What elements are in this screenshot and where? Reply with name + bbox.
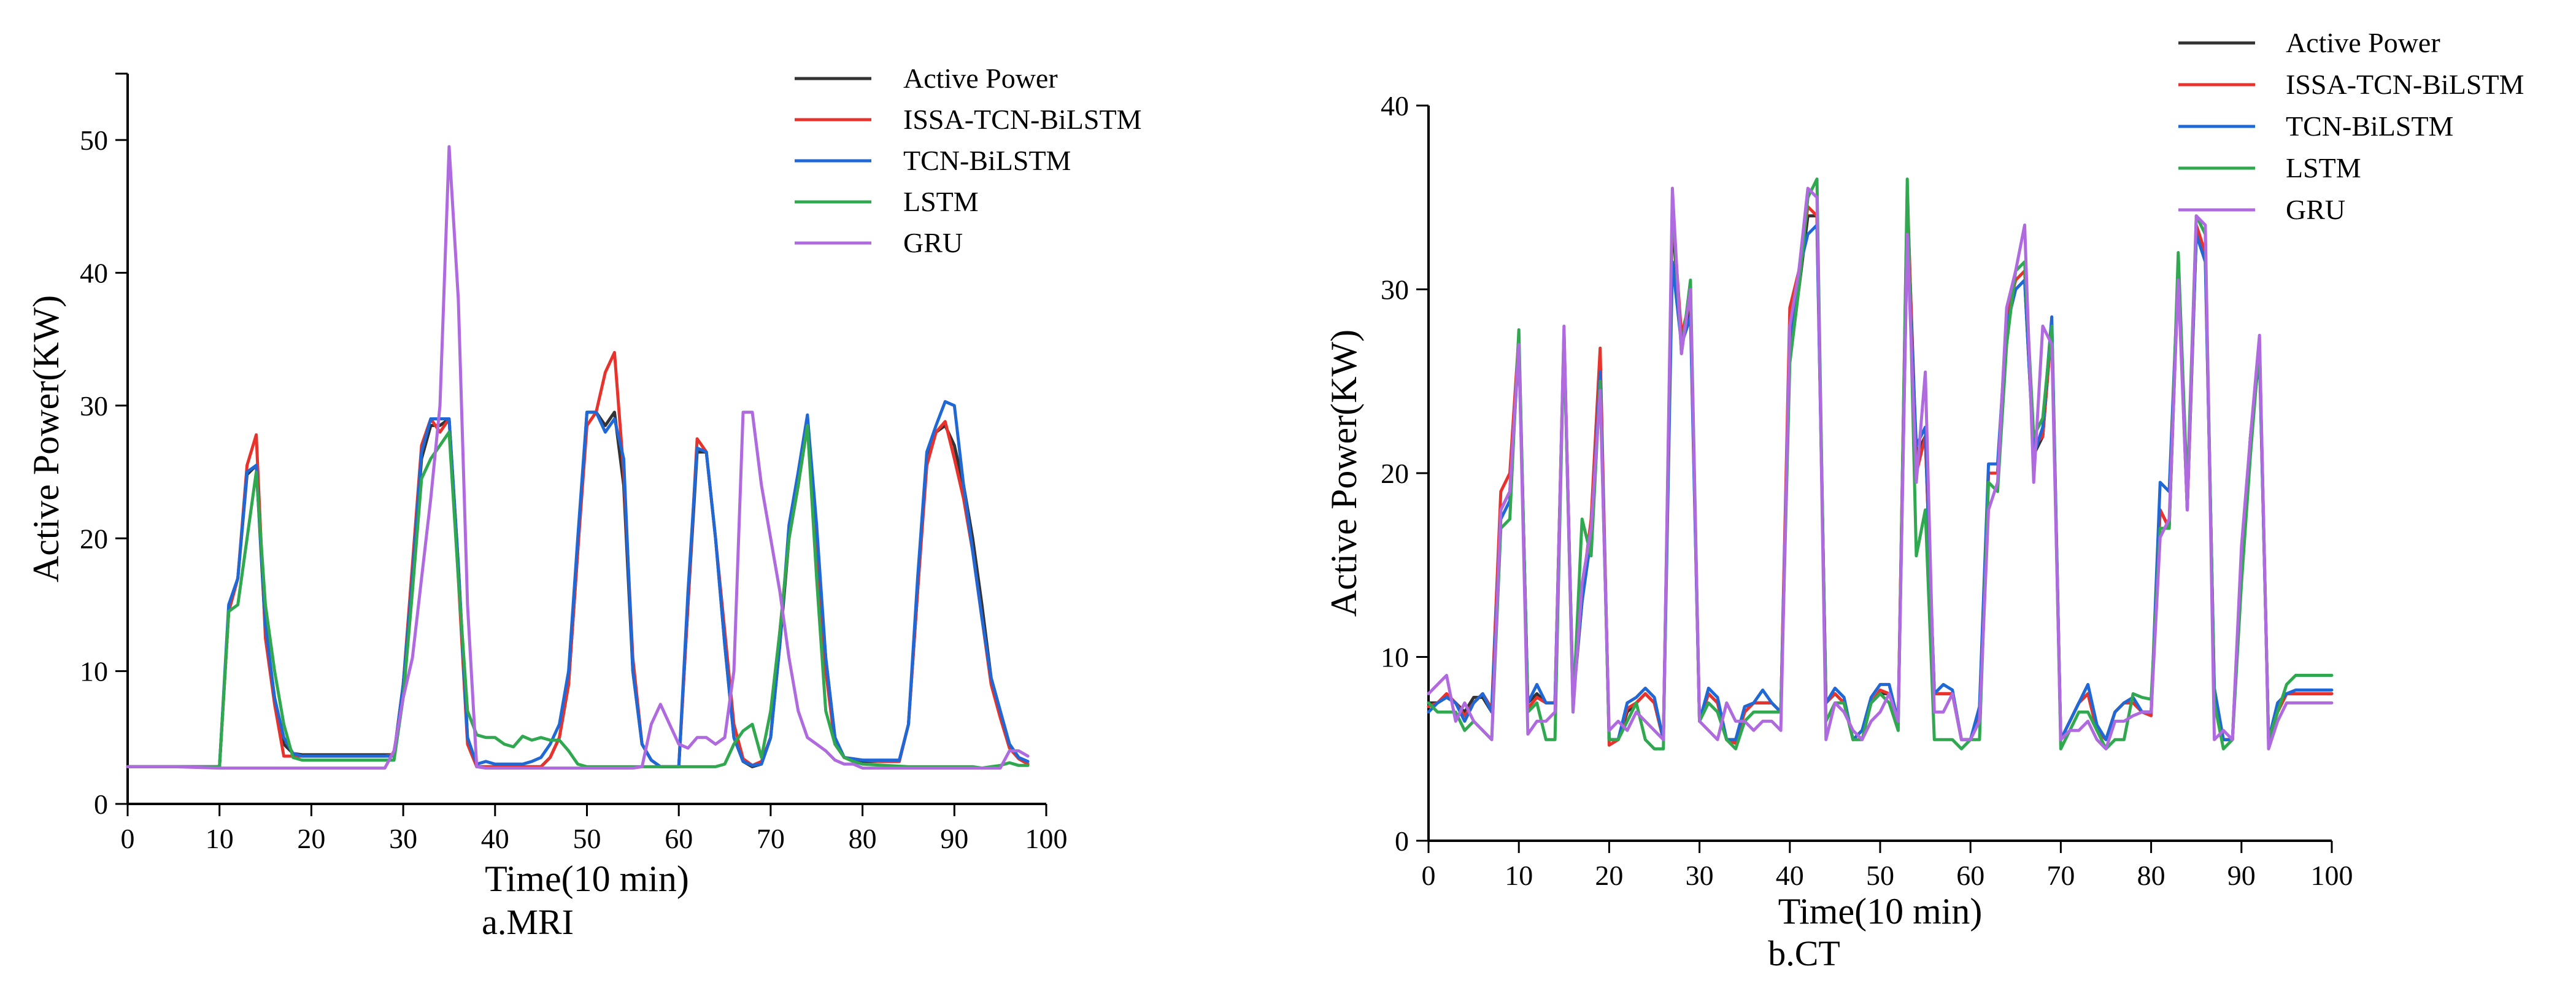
x-tick-label: 10 xyxy=(206,823,234,854)
x-tick-label: 60 xyxy=(665,823,693,854)
x-tick-label: 30 xyxy=(389,823,417,854)
legend-label: Active Power xyxy=(2286,27,2440,58)
legend-label: GRU xyxy=(903,227,963,258)
series-line-lstm xyxy=(126,423,1030,770)
panel-caption: a.MRI xyxy=(482,902,574,942)
x-tick-label: 60 xyxy=(1956,860,1984,891)
x-axis-title: Time(10 min) xyxy=(485,859,689,899)
x-tick-label: 100 xyxy=(2311,860,2353,891)
series-line-tcn-bilstm xyxy=(126,400,1030,768)
x-tick-label: 20 xyxy=(1595,860,1623,891)
x-tick-label: 50 xyxy=(1866,860,1894,891)
legend-label: ISSA-TCN-BiLSTM xyxy=(2286,69,2524,100)
y-tick-label: 30 xyxy=(80,390,108,422)
x-tick-label: 90 xyxy=(2227,860,2256,891)
x-tick-label: 40 xyxy=(481,823,509,854)
y-tick-label: 20 xyxy=(1381,458,1409,489)
x-tick-label: 80 xyxy=(849,823,877,854)
x-axis-title: Time(10 min) xyxy=(1778,891,1983,932)
y-tick-label: 20 xyxy=(80,523,108,554)
panel-caption: b.CT xyxy=(1768,933,1840,973)
y-tick-label: 30 xyxy=(1381,274,1409,306)
x-tick-label: 90 xyxy=(940,823,968,854)
y-tick-label: 40 xyxy=(80,258,108,289)
y-axis-title: Active Power(KW) xyxy=(1324,330,1364,617)
y-tick-label: 40 xyxy=(1381,90,1409,122)
x-tick-label: 0 xyxy=(121,823,135,854)
x-tick-label: 70 xyxy=(2046,860,2075,891)
x-tick-label: 0 xyxy=(1422,860,1436,891)
y-axis-title: Active Power(KW) xyxy=(26,295,66,582)
y-tick-label: 10 xyxy=(80,656,108,687)
x-tick-label: 20 xyxy=(297,823,325,854)
legend-label: LSTM xyxy=(2286,152,2361,183)
legend-label: ISSA-TCN-BiLSTM xyxy=(903,104,1141,135)
x-tick-label: 80 xyxy=(2137,860,2165,891)
x-tick-label: 10 xyxy=(1505,860,1533,891)
y-tick-label: 0 xyxy=(94,789,108,820)
x-tick-label: 40 xyxy=(1776,860,1804,891)
legend-label: TCN-BiLSTM xyxy=(903,145,1071,176)
series-line-gru xyxy=(126,145,1030,770)
y-tick-label: 10 xyxy=(1381,642,1409,673)
y-tick-label: 50 xyxy=(80,125,108,156)
legend-label: LSTM xyxy=(903,186,979,217)
legend-label: Active Power xyxy=(903,63,1058,94)
series-line-gru xyxy=(1427,187,2334,751)
x-tick-label: 30 xyxy=(1686,860,1714,891)
legend-label: GRU xyxy=(2286,194,2345,225)
x-tick-label: 70 xyxy=(757,823,785,854)
x-tick-label: 50 xyxy=(573,823,601,854)
legend-label: TCN-BiLSTM xyxy=(2286,110,2453,142)
y-tick-label: 0 xyxy=(1395,825,1409,857)
x-tick-label: 100 xyxy=(1025,823,1068,854)
chart-panel-mri: 0 10 20 30 40 50 60 70 80 90 100 0 10 20 30 40 50 Time(10… xyxy=(26,63,1141,942)
